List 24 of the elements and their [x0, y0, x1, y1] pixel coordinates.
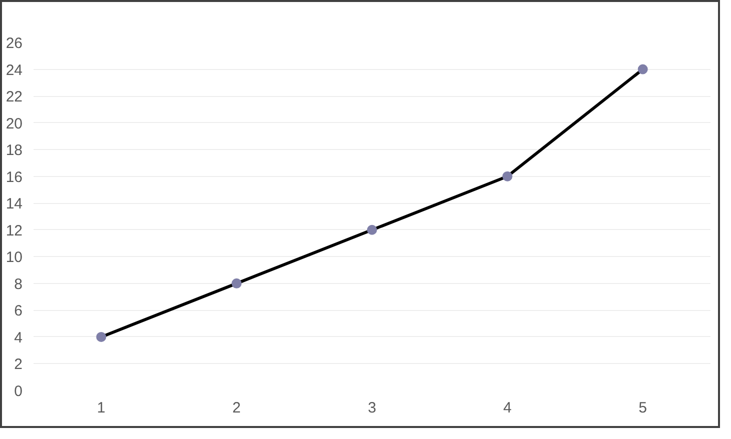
y-tick-label: 18	[6, 142, 23, 160]
y-tick-label: 8	[14, 276, 22, 293]
point	[502, 171, 512, 182]
y-tick-label: 26	[6, 35, 23, 52]
x-tick-label: 4	[503, 400, 512, 416]
y-tick-label: 20	[6, 115, 23, 132]
x-tick-label: 5	[638, 400, 647, 416]
y-tick-label: 12	[6, 222, 23, 240]
point	[638, 64, 648, 74]
y-tick-label: 10	[6, 249, 23, 266]
point	[367, 224, 377, 235]
x-tick-label: 1	[97, 400, 106, 416]
y-tick-label: 4	[14, 329, 22, 346]
y-tick-label: 22	[6, 88, 23, 106]
point	[232, 278, 242, 288]
y-tick-label: 2	[14, 356, 22, 374]
x-tick-label: 2	[232, 400, 241, 416]
point	[96, 332, 106, 342]
y-tick-label: 6	[14, 302, 22, 320]
y-tick-label: 16	[6, 168, 23, 186]
y-tick-label: 24	[6, 62, 23, 79]
y-tick-label: 14	[6, 196, 23, 213]
y-tick-label: 0	[14, 383, 22, 400]
x-tick-label: 3	[368, 400, 376, 416]
